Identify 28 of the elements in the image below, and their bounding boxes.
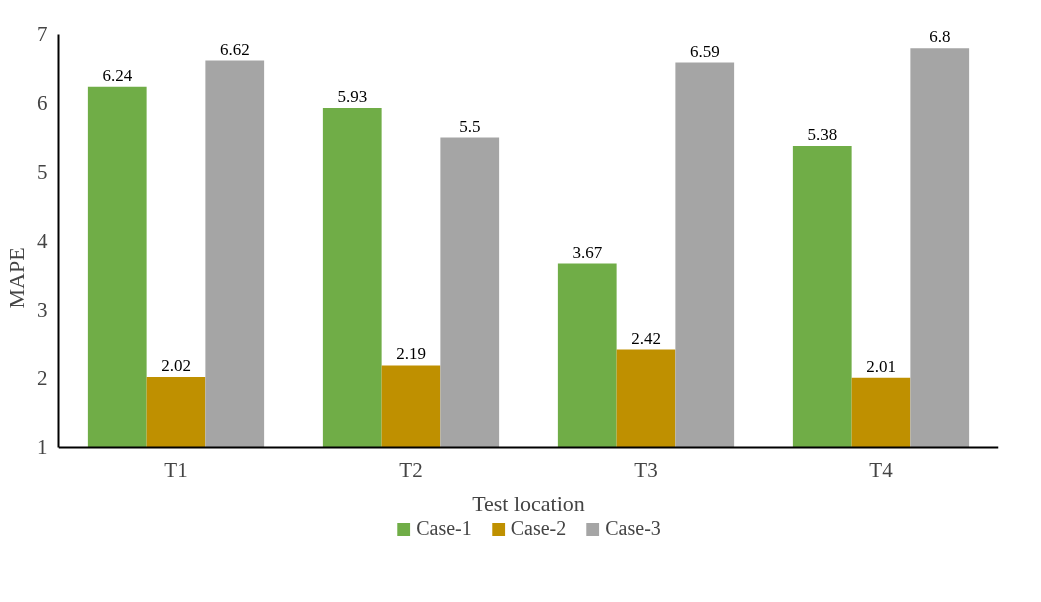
data-label: 6.24 [102,65,133,85]
data-label: 5.93 [337,87,368,107]
legend-label: Case-2 [510,517,567,540]
y-tick-label: 4 [37,228,48,253]
y-tick-label: 2 [37,366,48,391]
legend-label: Case-3 [605,517,661,540]
x-tick-label: T4 [869,458,894,483]
data-label: 2.42 [631,328,661,348]
y-tick-label: 5 [37,160,48,185]
x-tick-label: T3 [634,458,658,483]
x-axis-title: Test location [472,490,585,516]
y-tick-label: 7 [37,22,48,47]
x-tick-label: T2 [399,458,423,483]
data-label: 2.19 [396,344,426,364]
data-label: 5.38 [807,124,838,144]
y-axis-title: MAPE [4,247,29,309]
y-tick-label: 1 [37,435,48,460]
data-label: 2.01 [866,356,896,376]
data-label: 3.67 [572,242,603,262]
data-label: 6.8 [929,27,951,47]
y-tick-label: 6 [37,91,48,116]
data-label: 6.62 [219,39,250,59]
y-tick-label: 3 [37,297,48,322]
x-tick-label: T1 [164,458,188,483]
data-label: 5.5 [459,116,481,136]
legend-label: Case-1 [416,517,472,540]
data-label: 2.02 [161,356,191,376]
data-label: 6.59 [689,41,720,61]
